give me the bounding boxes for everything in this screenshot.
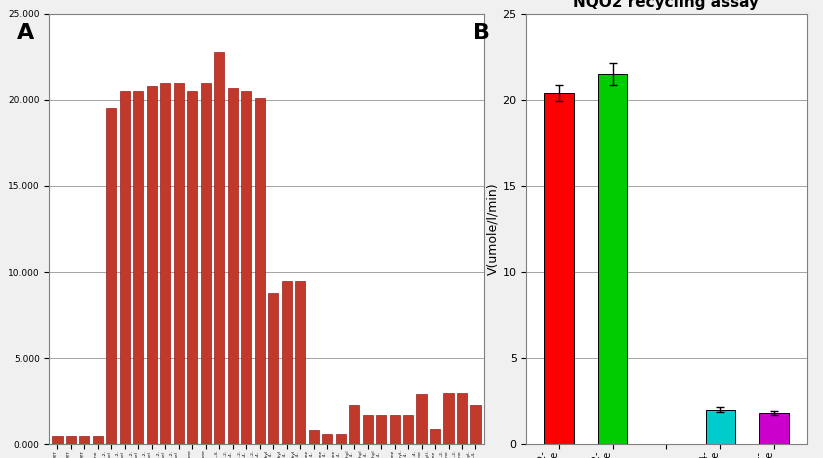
Bar: [376, 415, 386, 444]
Bar: [349, 405, 359, 444]
Bar: [66, 436, 76, 444]
Bar: [416, 394, 426, 444]
Bar: [457, 393, 467, 444]
Bar: [597, 74, 627, 444]
Bar: [241, 91, 251, 444]
Y-axis label: V(umole/l/min): V(umole/l/min): [486, 183, 500, 275]
Bar: [146, 86, 157, 444]
Bar: [281, 281, 292, 444]
Bar: [201, 82, 211, 444]
Bar: [544, 93, 574, 444]
Bar: [188, 91, 198, 444]
Bar: [160, 82, 170, 444]
Bar: [430, 429, 440, 444]
Bar: [214, 52, 225, 444]
Bar: [295, 281, 305, 444]
Bar: [389, 415, 400, 444]
Bar: [471, 405, 481, 444]
Bar: [106, 109, 117, 444]
Bar: [133, 91, 143, 444]
Bar: [254, 98, 265, 444]
Bar: [444, 393, 453, 444]
Bar: [705, 410, 735, 444]
Bar: [79, 436, 90, 444]
Bar: [336, 434, 346, 444]
Title: NQO2 recycling assay: NQO2 recycling assay: [574, 0, 760, 10]
Bar: [93, 436, 103, 444]
Bar: [228, 88, 238, 444]
Bar: [309, 431, 319, 444]
Bar: [760, 413, 789, 444]
Bar: [120, 91, 130, 444]
Bar: [174, 82, 184, 444]
Bar: [403, 415, 413, 444]
Bar: [268, 293, 278, 444]
Bar: [53, 436, 63, 444]
Bar: [363, 415, 373, 444]
Bar: [322, 434, 332, 444]
Text: A: A: [16, 23, 34, 43]
Text: B: B: [473, 23, 491, 43]
